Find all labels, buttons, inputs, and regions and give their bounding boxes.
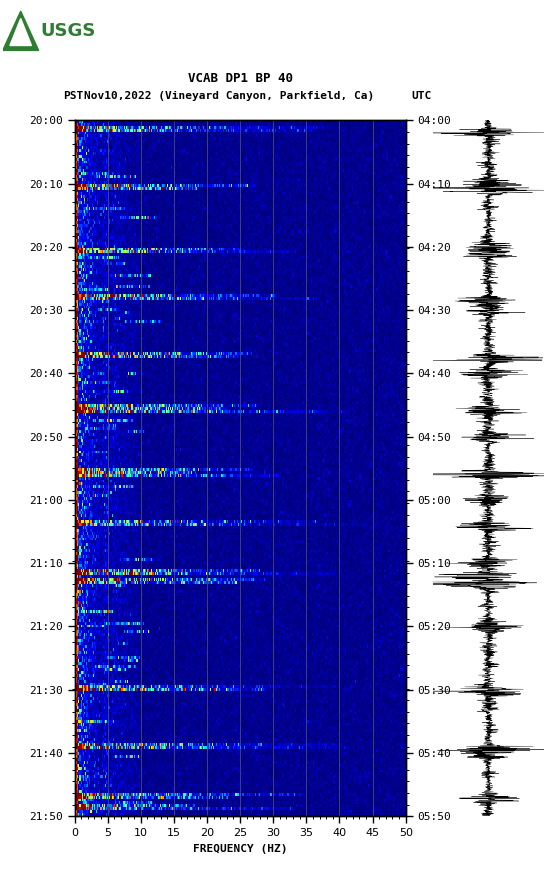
- Text: VCAB DP1 BP 40: VCAB DP1 BP 40: [188, 71, 293, 85]
- Polygon shape: [10, 19, 31, 45]
- X-axis label: FREQUENCY (HZ): FREQUENCY (HZ): [193, 844, 288, 854]
- Text: PST: PST: [63, 91, 84, 101]
- Text: UTC: UTC: [411, 91, 432, 101]
- Text: USGS: USGS: [40, 21, 95, 40]
- Polygon shape: [3, 12, 39, 51]
- Text: Nov10,2022 (Vineyard Canyon, Parkfield, Ca): Nov10,2022 (Vineyard Canyon, Parkfield, …: [84, 91, 374, 101]
